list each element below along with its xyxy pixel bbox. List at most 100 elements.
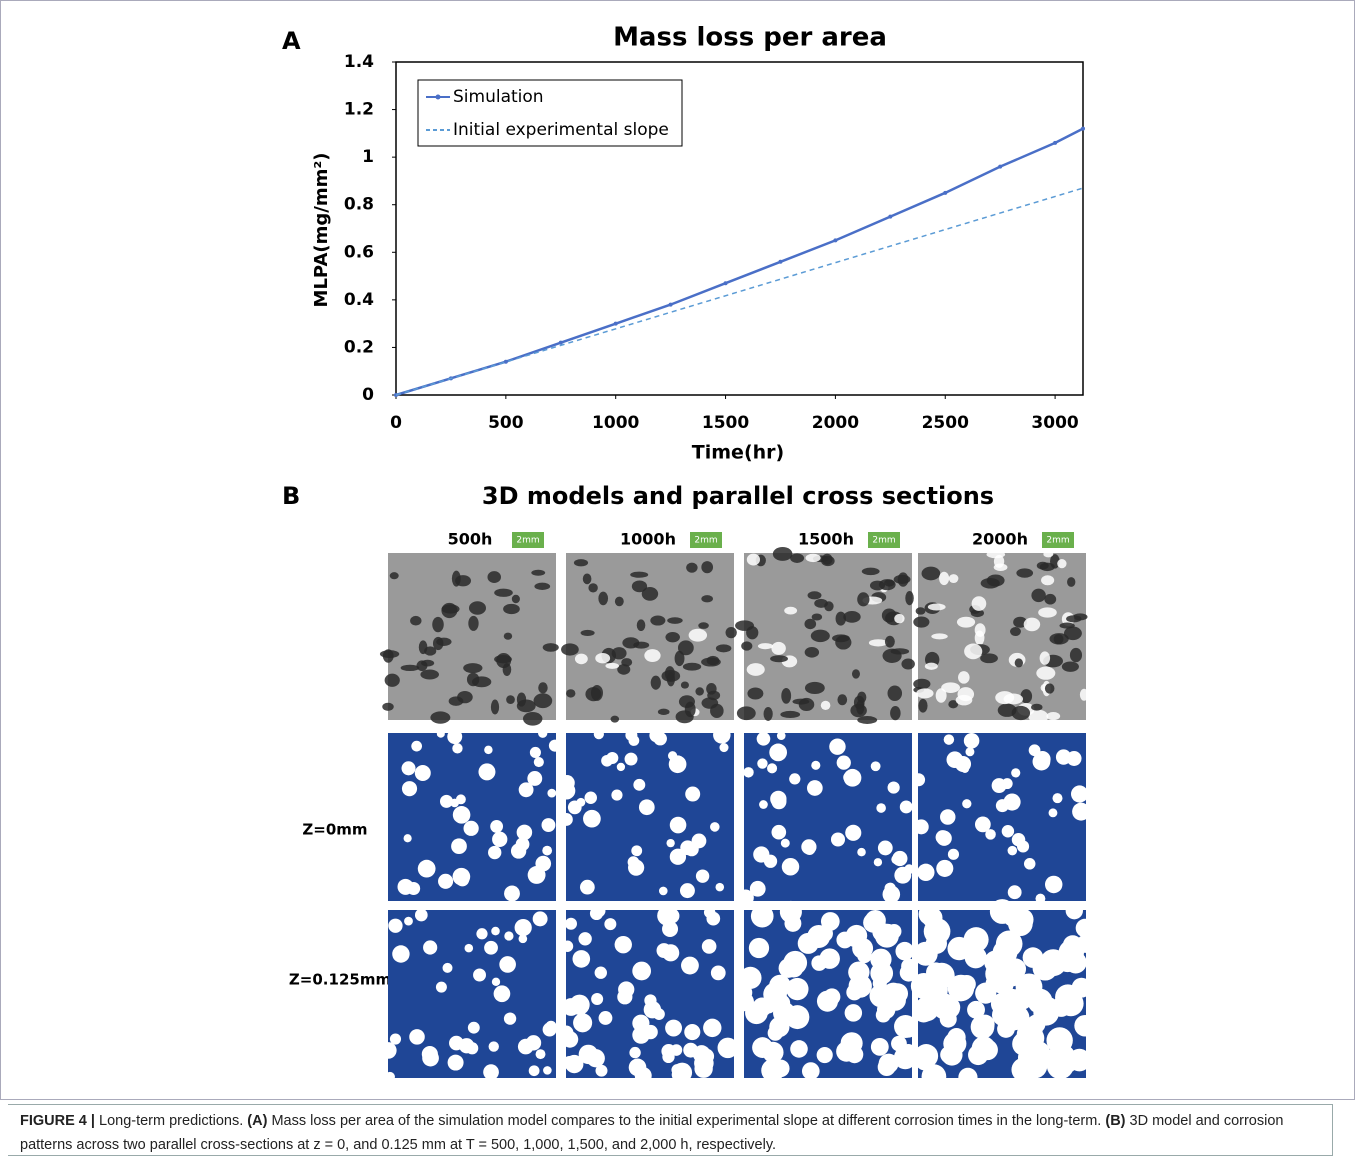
section-hole (771, 794, 787, 810)
section-hole (557, 781, 576, 800)
section-hole (634, 1067, 652, 1085)
section-hole (975, 982, 997, 1004)
pit (707, 690, 721, 701)
pit (1079, 688, 1089, 701)
pit (810, 629, 830, 643)
pit (835, 611, 847, 626)
pit (677, 640, 694, 656)
pit (993, 563, 1008, 572)
pit (631, 580, 648, 593)
section-hole (467, 1021, 480, 1034)
cross-section (912, 733, 1091, 904)
section-hole (559, 812, 573, 826)
pit (857, 592, 870, 607)
section-hole (1068, 1048, 1091, 1072)
section-hole (830, 832, 846, 847)
section-hole (578, 932, 592, 946)
section-hole (527, 866, 546, 884)
section-hole (683, 1042, 699, 1058)
section-hole (958, 1067, 978, 1088)
section-hole (769, 1016, 790, 1038)
section-hole (451, 838, 467, 855)
cross-section (737, 731, 915, 906)
pit (674, 650, 685, 667)
section-hole (572, 950, 591, 968)
section-hole (624, 752, 638, 766)
section-hole (995, 799, 1009, 813)
pit (688, 628, 708, 642)
y-tick-label: 0 (362, 385, 374, 405)
section-hole (516, 824, 533, 841)
caption-label: (A) (247, 1113, 268, 1129)
pit (986, 574, 1005, 587)
section-hole (662, 1050, 675, 1064)
cross-section (379, 908, 557, 1082)
section-hole (701, 939, 717, 954)
pit (741, 641, 753, 651)
section-hole (957, 974, 976, 994)
pit (890, 706, 901, 721)
pit (1044, 683, 1055, 694)
section-hole (656, 943, 672, 959)
section-hole (756, 731, 771, 746)
pit (887, 685, 903, 701)
section-hole (923, 918, 951, 945)
section-hole (877, 840, 893, 856)
section-hole (703, 1018, 722, 1038)
section-hole (670, 1044, 683, 1056)
section-hole (1055, 749, 1072, 765)
section-hole (965, 747, 975, 757)
data-point (943, 190, 948, 195)
pit (617, 664, 631, 675)
section-hole (893, 1046, 917, 1070)
section-hole (900, 1021, 917, 1038)
pit (494, 588, 513, 597)
pit (757, 643, 774, 650)
x-tick-label: 1500 (702, 413, 749, 433)
pit (832, 634, 850, 643)
pit (1023, 617, 1041, 632)
pit (382, 702, 394, 711)
section-hole (595, 1064, 608, 1077)
section-hole (882, 885, 901, 904)
pit (894, 613, 905, 624)
section-hole (529, 746, 541, 759)
section-hole (715, 882, 725, 892)
section-hole (644, 994, 657, 1007)
section-hole (403, 834, 412, 843)
section-hole (1001, 825, 1015, 838)
pit (566, 689, 576, 698)
section-hole (565, 1054, 584, 1074)
section-hole (1007, 885, 1022, 900)
pit (466, 672, 480, 687)
pit (384, 673, 400, 687)
pit (531, 569, 546, 576)
section-fill (744, 733, 912, 901)
pit (463, 663, 483, 674)
section-hole (438, 873, 454, 889)
scale-bar-label: 2mm (1046, 536, 1069, 546)
pit (804, 646, 820, 658)
section-hole (411, 740, 423, 752)
section-hole (414, 908, 428, 922)
section-hole (876, 803, 886, 813)
section-hole (1048, 808, 1058, 818)
section-hole (488, 1041, 499, 1052)
section-hole (455, 872, 470, 887)
section-hole (921, 1064, 947, 1089)
pit (580, 629, 595, 636)
x-tick-label: 2500 (922, 413, 969, 433)
panel-title: 3D models and parallel cross sections (482, 482, 994, 510)
pit (883, 579, 895, 587)
pit (1039, 562, 1055, 572)
section-hole (717, 1037, 739, 1059)
section-hole (627, 856, 640, 868)
section-hole (458, 1038, 475, 1054)
section-hole (943, 734, 955, 745)
pit (735, 620, 755, 631)
section-hole (538, 728, 548, 738)
section-hole (843, 771, 854, 783)
pit (780, 710, 801, 719)
section-hole (713, 726, 731, 744)
section-hole (594, 966, 607, 979)
